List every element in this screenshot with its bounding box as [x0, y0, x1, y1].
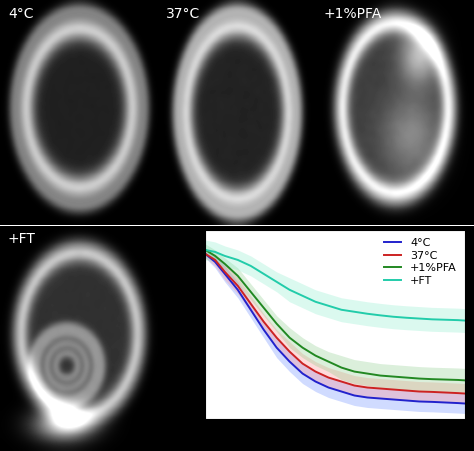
Legend: 4°C, 37°C, +1%PFA, +FT: 4°C, 37°C, +1%PFA, +FT: [382, 235, 459, 288]
Text: 37°C: 37°C: [166, 7, 200, 21]
X-axis label: Scaled Distance (μm s⁻½): Scaled Distance (μm s⁻½): [262, 445, 408, 451]
Text: 4°C: 4°C: [8, 7, 33, 21]
Text: +1%PFA: +1%PFA: [324, 7, 382, 21]
Text: +FT: +FT: [8, 232, 36, 246]
Y-axis label: Intensity (a.u.): Intensity (a.u.): [163, 284, 173, 366]
